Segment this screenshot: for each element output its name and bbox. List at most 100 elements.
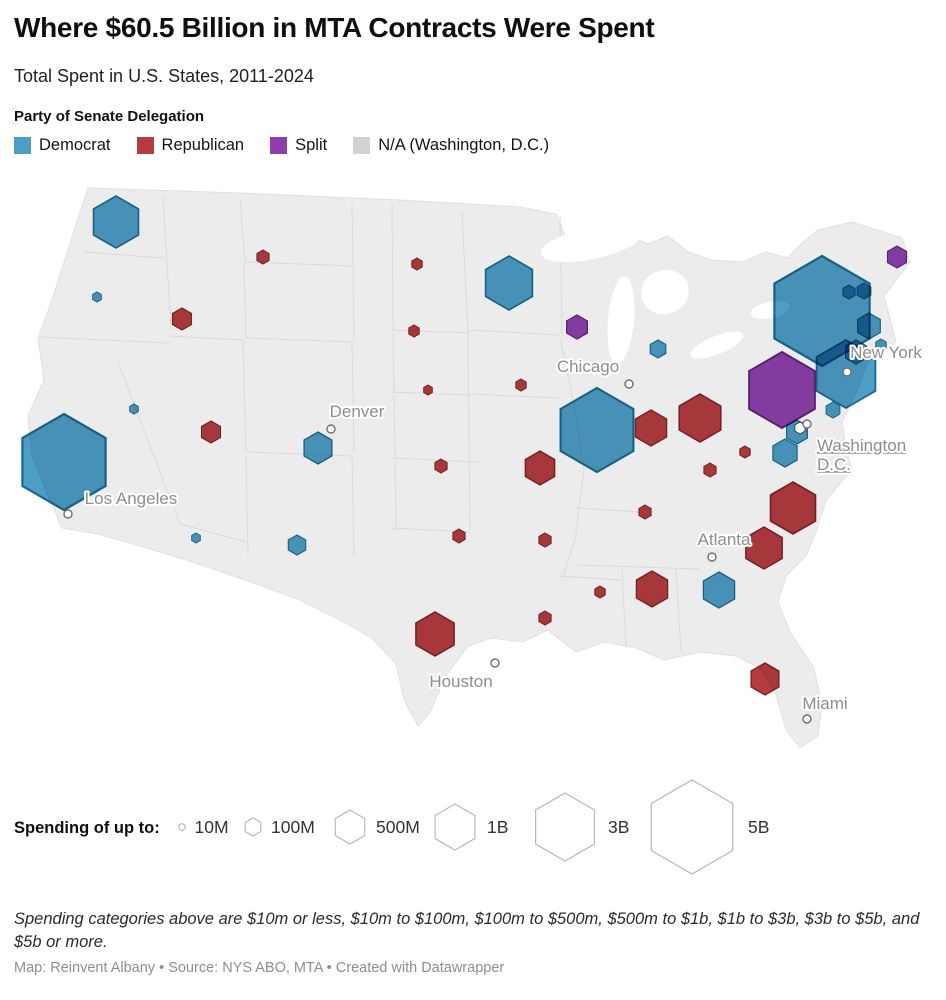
- chart-title: Where $60.5 Billion in MTA Contracts Wer…: [14, 12, 655, 43]
- state-border-line: [391, 329, 471, 334]
- state-spending-symbol-nv[interactable]: [129, 403, 139, 415]
- state-spending-symbol-ga[interactable]: [702, 571, 736, 609]
- state-border-line: [242, 341, 247, 453]
- state-spending-symbol-me[interactable]: [886, 245, 908, 269]
- state-spending-symbol-mo[interactable]: [524, 450, 556, 486]
- great-lake: [607, 276, 635, 364]
- state-border-line: [575, 507, 641, 513]
- great-lake: [541, 223, 643, 263]
- state-spending-symbol-pa[interactable]: [748, 350, 816, 430]
- state-spending-symbol-az[interactable]: [191, 532, 201, 544]
- state-spending-symbol-wv[interactable]: [739, 445, 751, 459]
- legend-item-n-a: N/A (Washington, D.C.): [353, 136, 549, 155]
- legend-label-n-a: N/A (Washington, D.C.): [378, 136, 550, 154]
- state-spending-symbol-nm[interactable]: [287, 534, 307, 556]
- state-border-line: [168, 335, 245, 341]
- state-spending-symbol-de[interactable]: [825, 401, 841, 419]
- state-spending-symbol-al[interactable]: [635, 570, 669, 608]
- state-spending-symbol-fl[interactable]: [750, 662, 780, 696]
- state-spending-symbol-wi[interactable]: [565, 314, 589, 340]
- state-spending-symbol-ky[interactable]: [703, 462, 717, 478]
- size-label-5b: 5B: [748, 817, 769, 837]
- state-spending-symbol-oh[interactable]: [678, 393, 722, 443]
- state-border-line: [351, 455, 355, 557]
- us-symbol-map: Chicago Denver Los Angeles New York Washingt…: [21, 187, 924, 749]
- great-lake: [641, 269, 689, 315]
- state-spending-symbol-ma[interactable]: [857, 312, 881, 340]
- state-border-line: [461, 211, 469, 335]
- state-border-line: [245, 337, 353, 343]
- state-border-line: [351, 341, 355, 453]
- state-spending-symbol-nh[interactable]: [856, 282, 872, 300]
- size-legend-title: Spending of up to:: [14, 819, 160, 837]
- state-spending-symbol-tx[interactable]: [415, 611, 455, 657]
- size-legend: Spending of up to: 10M 100M 500M 1B 3B 5B: [14, 779, 769, 875]
- state-spending-symbol-tn[interactable]: [638, 504, 652, 520]
- state-spending-symbol-or[interactable]: [92, 291, 102, 303]
- color-legend: Democrat Republican Split N/A (Washington, …: [14, 136, 549, 155]
- legend-item-democrat: Democrat: [14, 136, 111, 155]
- state-border-line: [117, 361, 181, 525]
- legend-label-democrat: Democrat: [39, 136, 111, 154]
- state-spending-symbol-ne[interactable]: [423, 384, 433, 396]
- size-label-10m: 10M: [195, 817, 229, 837]
- city-label-houston: Houston: [429, 672, 492, 691]
- state-spending-symbol-mt[interactable]: [256, 249, 270, 265]
- state-spending-symbol-ct[interactable]: [844, 339, 868, 365]
- state-spending-symbol-sc[interactable]: [745, 526, 783, 570]
- state-spending-symbol-ut[interactable]: [200, 420, 222, 444]
- size-symbol-10m: [178, 822, 186, 832]
- state-spending-symbol-vt[interactable]: [842, 284, 856, 300]
- state-spending-symbol-ia[interactable]: [515, 378, 527, 392]
- state-spending-symbol-in[interactable]: [634, 409, 668, 447]
- city-label-atlanta: Atlanta: [698, 530, 751, 549]
- legend-swatch-split: [270, 137, 288, 154]
- size-label-100m: 100M: [271, 817, 315, 837]
- city-dot-miami: [802, 714, 812, 724]
- state-border-line: [559, 575, 623, 581]
- state-border-line: [675, 568, 682, 653]
- state-spending-symbol-va[interactable]: [772, 438, 798, 468]
- city-dot-los-angeles: [63, 509, 73, 519]
- footnote: Spending categories above are $10m or le…: [14, 910, 920, 952]
- state-border-line: [575, 564, 701, 570]
- legend-item-split: Split: [270, 136, 327, 155]
- state-spending-symbol-mn[interactable]: [484, 255, 534, 311]
- state-spending-symbol-wa[interactable]: [92, 195, 140, 249]
- state-spending-symbol-mi[interactable]: [649, 339, 667, 359]
- state-border-line: [393, 394, 396, 459]
- city-label-new-york: New York: [850, 343, 922, 362]
- state-border-line: [179, 523, 247, 543]
- city-dot-chicago: [624, 379, 634, 389]
- state-border-line: [391, 202, 394, 331]
- state-spending-symbol-ar[interactable]: [538, 532, 552, 548]
- state-border-line: [39, 336, 170, 344]
- city-dot-new-york: [842, 367, 852, 377]
- state-border-line: [559, 215, 563, 335]
- state-spending-symbol-id[interactable]: [171, 307, 193, 331]
- state-spending-symbol-co[interactable]: [303, 431, 333, 465]
- state-spending-symbol-ca[interactable]: [21, 412, 107, 512]
- size-symbol-1b: [434, 803, 476, 851]
- state-spending-symbol-nc[interactable]: [769, 481, 817, 535]
- city-dot-atlanta: [707, 552, 717, 562]
- state-spending-symbol-ok[interactable]: [452, 528, 466, 544]
- state-spending-symbol-ks[interactable]: [434, 458, 448, 474]
- state-spending-symbol-sd[interactable]: [408, 324, 420, 338]
- state-border-line: [391, 457, 479, 463]
- city-dot-denver: [326, 424, 336, 434]
- state-border-line: [162, 196, 172, 330]
- state-spending-symbol-ms[interactable]: [594, 585, 606, 599]
- size-symbol-100m: [244, 817, 262, 837]
- state-border-line: [392, 332, 395, 393]
- state-spending-symbol-la[interactable]: [538, 610, 552, 626]
- state-spending-symbol-nd[interactable]: [411, 257, 423, 271]
- state-spending-symbol-il[interactable]: [559, 386, 635, 474]
- city-label-denver: Denver: [330, 402, 385, 421]
- state-border-line: [239, 198, 246, 263]
- state-border-line: [469, 329, 561, 336]
- state-spending-symbol-ri[interactable]: [875, 338, 887, 352]
- state-border-line: [245, 455, 249, 557]
- city-dot-washington-d-c: [802, 419, 812, 429]
- state-border-line: [243, 261, 247, 339]
